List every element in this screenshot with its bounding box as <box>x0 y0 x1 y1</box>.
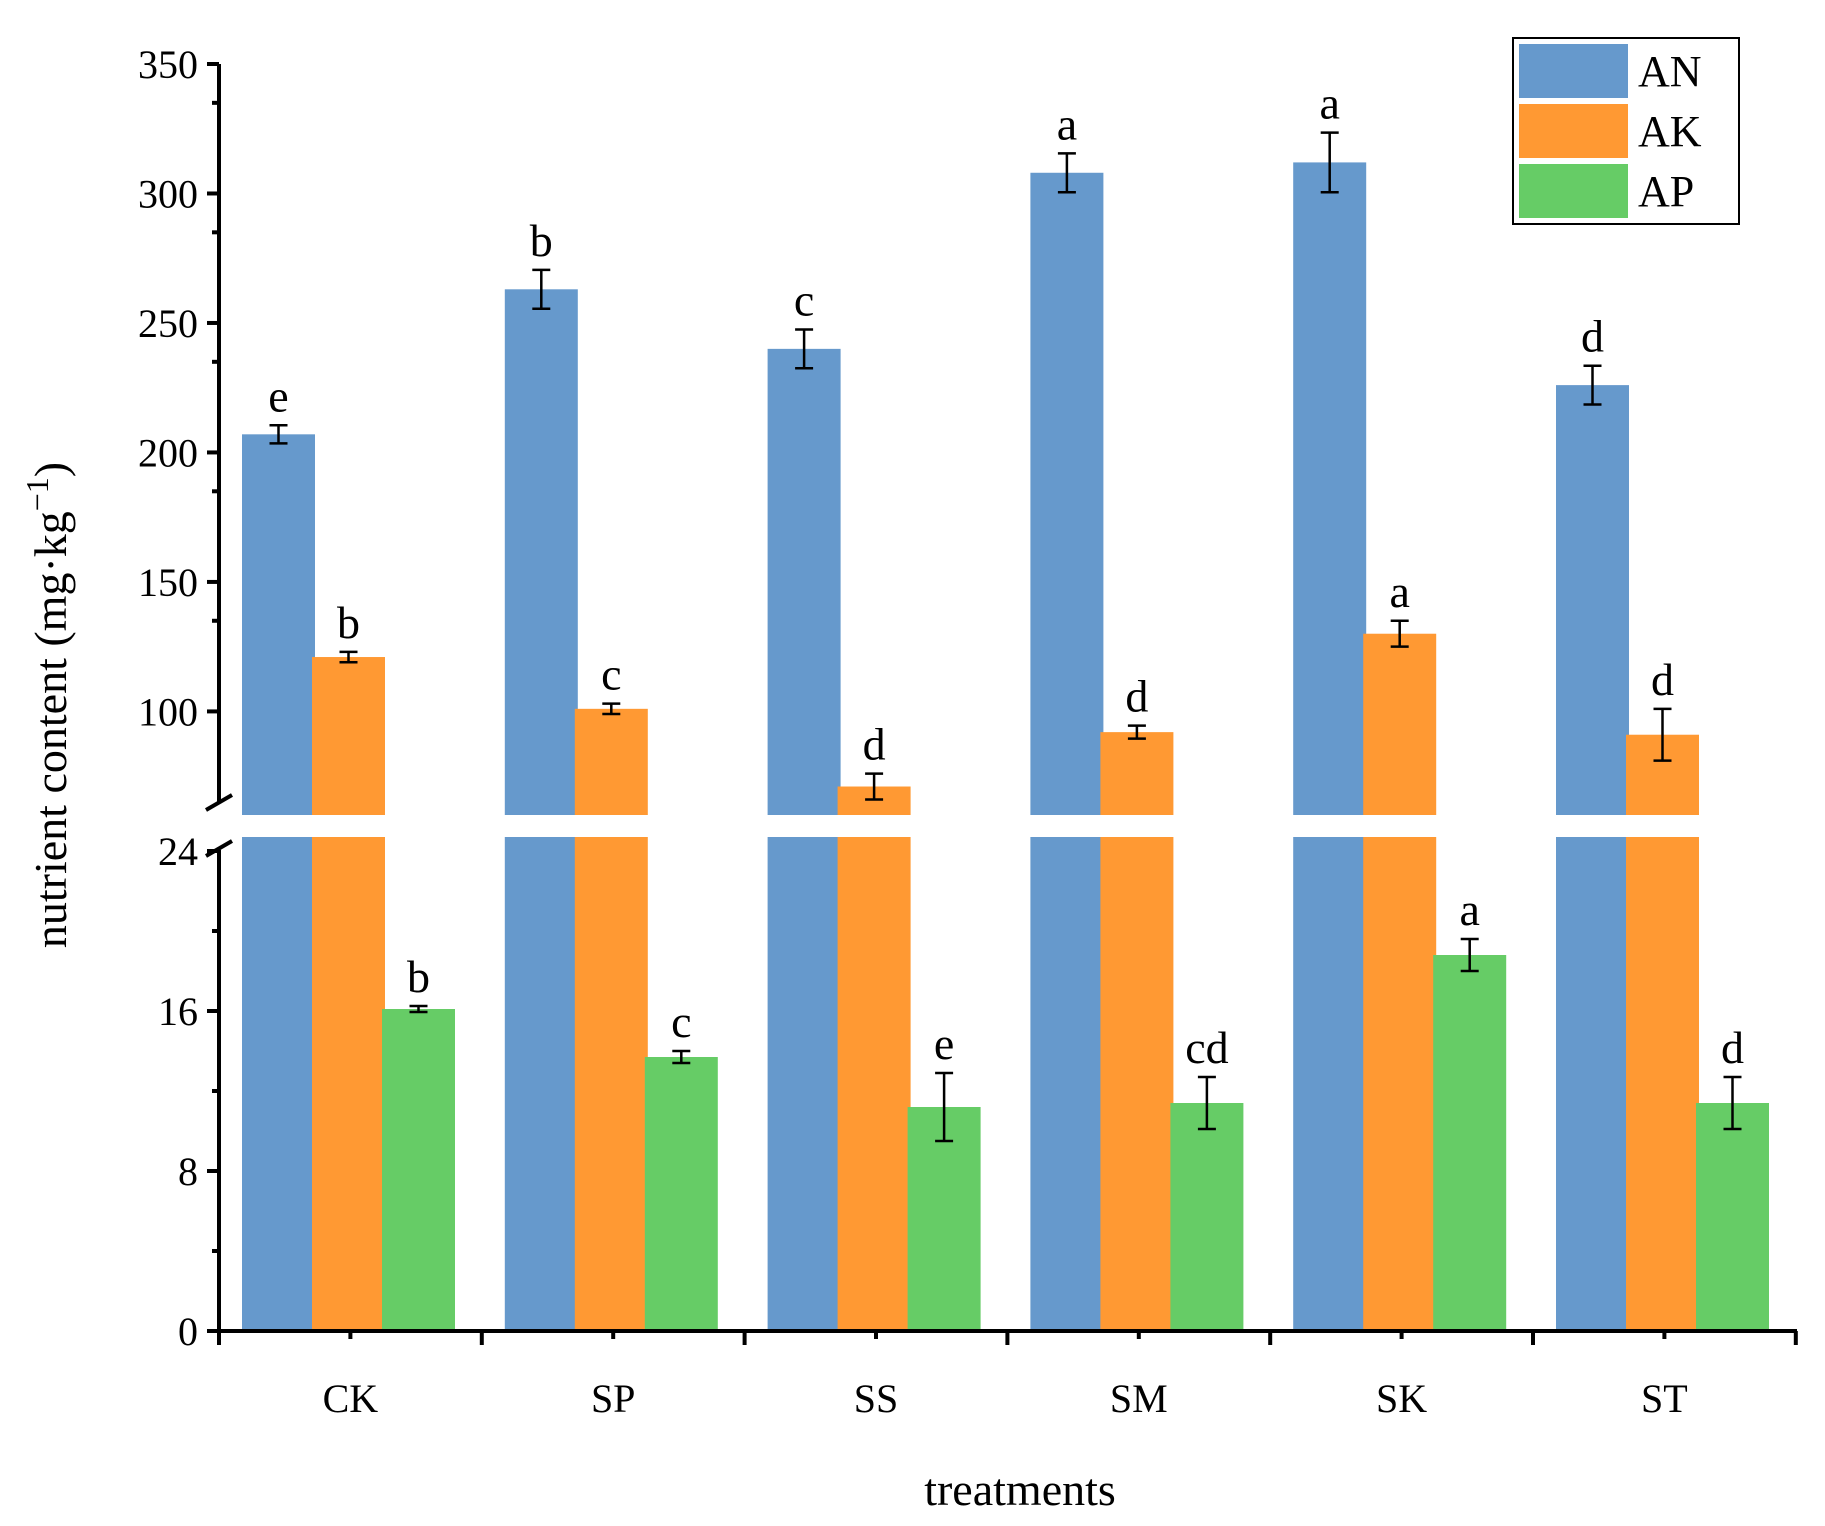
errorbar-AN-SS <box>795 328 814 370</box>
letter-AP-CK: b <box>407 951 430 1002</box>
letter-AK-ST: d <box>1651 654 1674 705</box>
legend-label-AN: AN <box>1638 47 1702 96</box>
bar-AK-SK <box>1363 633 1437 815</box>
letter-AN-CK: e <box>268 370 288 421</box>
y-tick-label-100: 100 <box>138 689 198 734</box>
bar-AK-CK <box>312 657 385 815</box>
bar-lower-AK-SK <box>1363 837 1437 1331</box>
legend-swatch-AK <box>1519 104 1628 158</box>
y-axis-title-main: nutrient content (mg·kg <box>25 511 76 948</box>
errorbar-AK-SS <box>865 772 884 801</box>
letter-AN-ST: d <box>1581 311 1604 362</box>
letter-AP-SK: a <box>1459 884 1479 935</box>
y-axis-title-close: ) <box>25 462 76 477</box>
legend-swatch-AP <box>1519 164 1628 218</box>
letter-AN-SM: a <box>1057 98 1077 149</box>
x-axis-title: treatments <box>924 1464 1116 1515</box>
bar-AN-CK <box>242 434 315 815</box>
bar-AK-SM <box>1100 732 1174 815</box>
bar-AP-SK <box>1433 955 1507 1331</box>
y-tick-label-16: 16 <box>158 989 198 1034</box>
bar-lower-AN-SM <box>1030 837 1104 1331</box>
errorbar-AK-ST <box>1653 707 1672 762</box>
y-tick-label-350: 350 <box>138 42 198 87</box>
bar-lower-AN-SK <box>1293 837 1367 1331</box>
letter-AN-SS: c <box>794 274 814 325</box>
errorbar-AP-SM <box>1197 1075 1216 1131</box>
legend-label-AP: AP <box>1638 167 1694 216</box>
y-axis-title: nutrient content (mg·kg−1) <box>19 462 76 948</box>
bar-lower-AN-SP <box>504 837 578 1331</box>
bar-lower-AN-ST <box>1556 837 1629 1331</box>
letter-AK-SK: a <box>1389 566 1409 617</box>
errorbar-AK-CK <box>339 650 358 664</box>
bar-AP-SM <box>1170 1103 1244 1331</box>
errorbar-AN-SK <box>1320 131 1339 194</box>
y-tick-label-24: 24 <box>158 829 198 874</box>
letter-AK-SP: c <box>601 649 621 700</box>
letter-AK-SM: d <box>1125 671 1148 722</box>
bar-lower-AK-SM <box>1100 837 1174 1331</box>
letter-AK-CK: b <box>337 597 360 648</box>
legend-label-AK: AK <box>1638 107 1702 156</box>
letter-AN-SK: a <box>1319 78 1339 129</box>
y-axis-title-superscript: −1 <box>19 477 55 511</box>
bar-AN-SS <box>767 348 841 815</box>
y-tick-label-8: 8 <box>178 1149 198 1194</box>
bar-lower-AK-SP <box>574 837 648 1331</box>
errorbar-AK-SK <box>1390 619 1409 648</box>
errorbar-AN-SP <box>532 268 551 310</box>
x-tick-label-SS: SS <box>854 1376 899 1421</box>
legend: AN AK AP <box>1512 37 1740 225</box>
bar-AN-SK <box>1293 162 1367 816</box>
bar-AN-ST <box>1556 385 1629 815</box>
bar-AP-SP <box>644 1057 718 1331</box>
errorbar-AK-SM <box>1127 724 1146 740</box>
errorbar-AP-SP <box>672 1049 691 1065</box>
x-tick-label-CK: CK <box>323 1376 379 1421</box>
legend-swatch-AN <box>1519 44 1628 98</box>
errorbar-AN-CK <box>269 424 288 445</box>
bar-AP-ST <box>1696 1103 1769 1331</box>
bar-AN-SP <box>504 289 578 815</box>
y-tick-label-200: 200 <box>138 430 198 475</box>
errorbar-AN-SM <box>1057 152 1076 194</box>
bar-lower-AN-SS <box>767 837 841 1331</box>
bar-AP-SS <box>907 1107 981 1331</box>
bar-AK-SP <box>574 708 648 815</box>
y-tick-label-250: 250 <box>138 301 198 346</box>
axis-break-mark-top <box>205 793 233 812</box>
letter-AK-SS: d <box>863 719 886 770</box>
y-tick-label-0: 0 <box>178 1309 198 1354</box>
bar-lower-AK-SS <box>837 837 911 1331</box>
errorbar-AP-CK <box>409 1004 428 1014</box>
errorbar-AK-SP <box>602 702 621 716</box>
errorbar-AP-SS <box>935 1071 954 1143</box>
errorbar-AP-SK <box>1460 937 1479 973</box>
errorbar-AN-ST <box>1583 364 1602 406</box>
errorbar-AP-ST <box>1723 1075 1742 1131</box>
bar-lower-AK-CK <box>312 837 385 1331</box>
letter-AP-SS: e <box>934 1018 954 1069</box>
letter-AP-SM: cd <box>1185 1022 1228 1073</box>
axis-break-mark-bottom <box>205 839 233 858</box>
bar-AP-CK <box>382 1009 455 1331</box>
letter-AP-ST: d <box>1721 1022 1744 1073</box>
y-tick-label-300: 300 <box>138 171 198 216</box>
letter-AP-SP: c <box>671 996 691 1047</box>
x-tick-label-SK: SK <box>1376 1376 1427 1421</box>
bar-lower-AK-ST <box>1626 837 1699 1331</box>
y-tick-label-150: 150 <box>138 560 198 605</box>
x-tick-label-SP: SP <box>591 1376 636 1421</box>
letter-AN-SP: b <box>530 215 553 266</box>
x-tick-label-ST: ST <box>1641 1376 1688 1421</box>
bar-AN-SM <box>1030 172 1104 816</box>
x-tick-label-SM: SM <box>1110 1376 1168 1421</box>
bar-lower-AN-CK <box>242 837 315 1331</box>
axes: 100 150 200 250 300 350 0 8 16 24 CK SP SS SM SK ST <box>138 42 1798 1421</box>
